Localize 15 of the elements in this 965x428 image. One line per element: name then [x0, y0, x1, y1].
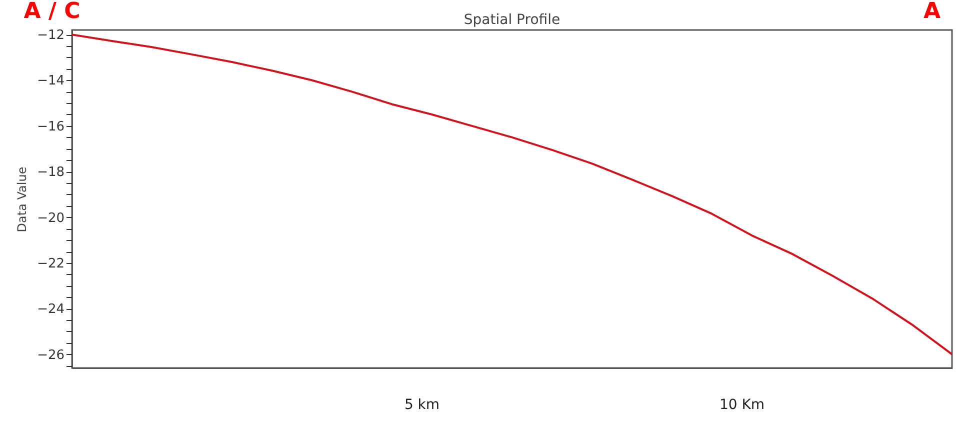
text: 5 km — [404, 397, 440, 413]
y-tick-label: −22 — [37, 256, 64, 272]
y-tick-label: −26 — [37, 348, 64, 363]
y-axis-title: Data Value — [15, 166, 30, 232]
y-tick-label: −16 — [37, 119, 64, 134]
y-tick-label: −24 — [37, 302, 64, 318]
y-tick-label: −12 — [37, 28, 64, 44]
line-series — [72, 34, 952, 356]
chart-title: Spatial Profile — [464, 12, 560, 28]
y-tick-label: −14 — [37, 74, 64, 89]
text: A — [923, 0, 941, 24]
y-tick-label: −20 — [37, 210, 64, 226]
text: 10 Km — [719, 397, 765, 413]
y-tick-label: −18 — [37, 165, 64, 180]
text: A / C — [24, 0, 80, 24]
